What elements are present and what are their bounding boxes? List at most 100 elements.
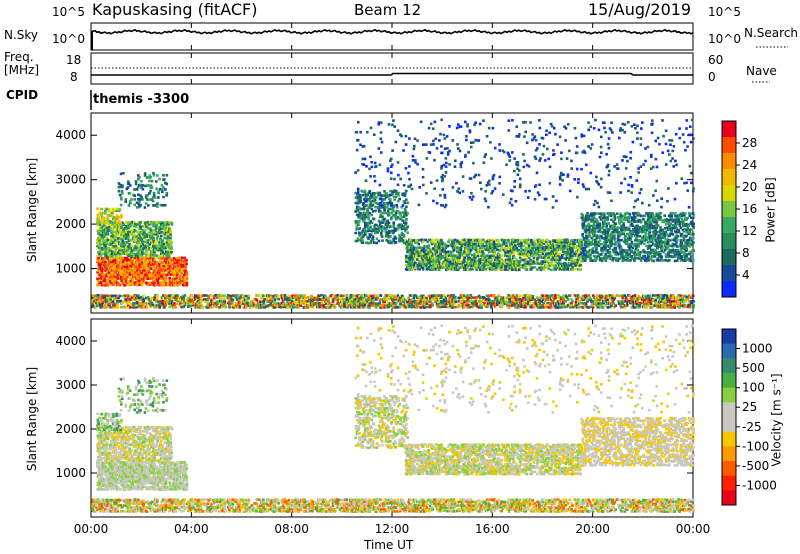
power-echo-cell [131, 279, 135, 283]
velocity-echo-cell [508, 508, 511, 511]
velocity-echo-cell [548, 499, 552, 502]
power-echo-cell [243, 294, 247, 298]
velocity-echo-cell [138, 471, 141, 475]
velocity-echo-cell [315, 502, 319, 505]
velocity-echo-cell [550, 498, 554, 501]
power-echo-cell [328, 303, 331, 307]
velocity-echo-cell [660, 509, 663, 513]
velocity-echo-cell [94, 498, 97, 502]
velocity-echo-cell [103, 463, 106, 467]
velocity-echo-cell [147, 469, 151, 472]
power-echo-cell [398, 298, 402, 302]
power-echo-cell [583, 305, 587, 309]
power-echo-cell [149, 275, 152, 278]
power-echo-cell [636, 304, 639, 307]
power-echo-cell [141, 303, 145, 307]
velocity-echo-cell [400, 504, 403, 507]
power-echo-cell [121, 281, 125, 285]
velocity-echo-cell [617, 506, 621, 510]
velocity-echo-cell [410, 505, 414, 509]
power-echo-cell [310, 298, 313, 301]
power-echo-cell [327, 296, 330, 300]
power-echo-cell [267, 304, 271, 307]
velocity-echo-cell [122, 463, 126, 467]
power-echo-cell [562, 298, 565, 301]
velocity-echo-cell [161, 506, 165, 510]
velocity-echo-cell [371, 508, 375, 511]
power-echo-cell [441, 305, 444, 309]
velocity-echo-cell [361, 502, 365, 505]
velocity-echo-cell [142, 498, 145, 502]
power-echo-cell [361, 306, 364, 309]
power-echo-cell [655, 302, 659, 305]
power-echo-cell [169, 301, 172, 305]
power-echo-cell [512, 294, 515, 297]
power-echo-cell [322, 296, 326, 300]
power-echo-cell [531, 294, 535, 298]
power-echo-cell [343, 302, 346, 305]
power-echo-cell [393, 301, 396, 305]
power-echo-cell [404, 302, 408, 305]
velocity-echo-cell [623, 498, 627, 502]
velocity-echo-cell [375, 498, 378, 501]
power-echo-cell [145, 265, 149, 269]
power-echo-cell [102, 277, 105, 280]
velocity-echo-cell [644, 504, 647, 508]
power-echo-cell [280, 294, 283, 297]
velocity-echo-cell [134, 475, 137, 479]
velocity-echo-cell [516, 507, 520, 511]
power-echo-cell [506, 296, 509, 300]
velocity-echo-cell [156, 498, 159, 502]
velocity-echo-cell [587, 498, 590, 502]
power-echo-cell [610, 304, 613, 307]
velocity-echo-cell [125, 482, 128, 485]
velocity-echo-cell [478, 502, 481, 506]
velocity-echo-cell [130, 465, 134, 468]
velocity-echo-cell [140, 461, 144, 465]
power-echo-cell [102, 264, 105, 268]
velocity-echo-cell [301, 505, 304, 509]
velocity-echo-cell [388, 506, 392, 509]
power-echo-cell [368, 294, 371, 297]
velocity-echo-cell [410, 502, 414, 506]
velocity-echo-cell [145, 487, 149, 491]
power-echo-cell [223, 297, 227, 301]
velocity-echo-cell [510, 504, 514, 508]
velocity-echo-cell [190, 502, 193, 506]
velocity-echo-cell [258, 504, 262, 508]
velocity-echo-cell [110, 498, 114, 502]
velocity-echo-cell [128, 463, 131, 466]
power-echo-cell [391, 298, 394, 301]
velocity-echo-cell [105, 488, 108, 491]
velocity-echo-cell [661, 508, 664, 511]
nave-tick-top: 60 [708, 53, 724, 67]
velocity-echo-cell [289, 507, 293, 511]
velocity-echo-cell [197, 508, 201, 512]
power-echo-cell [320, 301, 324, 305]
velocity-echo-cell [678, 510, 681, 513]
velocity-echo-cell [357, 504, 360, 507]
power-echo-cell [133, 269, 136, 272]
velocity-echo-cell [201, 510, 205, 513]
power-echo-cell [91, 302, 94, 305]
power-echo-cell [134, 281, 137, 284]
velocity-echo-cell [320, 498, 323, 501]
power-echo-cell [401, 298, 404, 301]
power-echo-cell [510, 304, 514, 307]
velocity-echo-cell [541, 502, 545, 506]
power-echo-cell [95, 296, 99, 300]
nsearch-label: N.Search [744, 26, 799, 40]
velocity-echo-cell [631, 502, 635, 505]
power-echo-cell [164, 304, 167, 307]
power-echo-cell [494, 296, 498, 300]
velocity-echo-cell [336, 504, 340, 507]
power-echo-cell [577, 306, 580, 309]
power-echo-cell [317, 294, 321, 298]
velocity-echo-cell [530, 510, 533, 513]
velocity-echo-cell [121, 465, 125, 468]
velocity-echo-cell [315, 508, 318, 511]
power-echo-cell [391, 294, 394, 297]
velocity-echo-cell [99, 485, 103, 488]
power-echo-cell [431, 295, 434, 299]
velocity-echo-cell [119, 469, 122, 473]
